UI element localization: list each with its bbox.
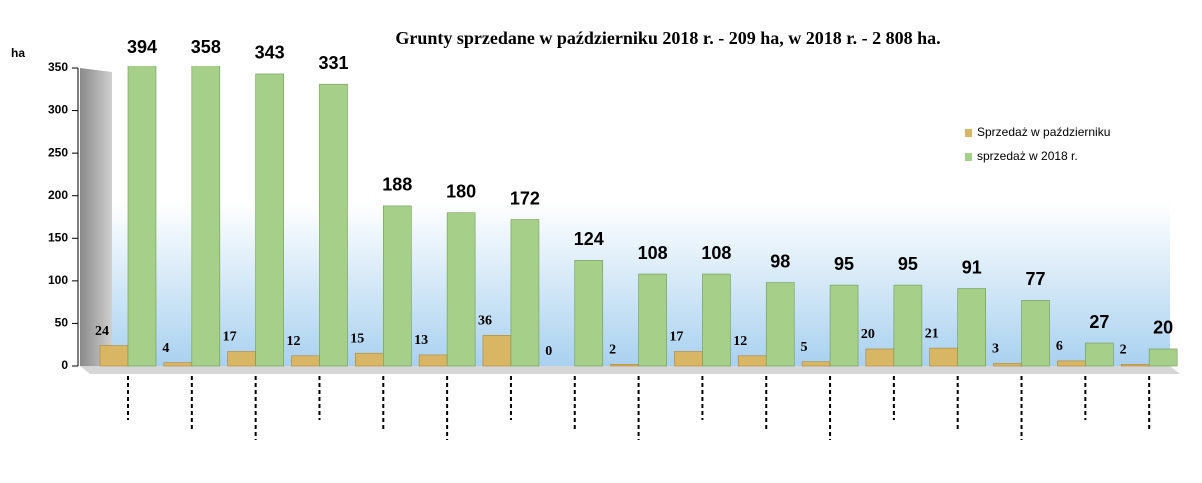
legend-label: Sprzedaż w październiku xyxy=(977,125,1110,139)
bar xyxy=(1057,360,1086,367)
y-tick-label: 350 xyxy=(48,60,68,74)
value-label: 20 xyxy=(1153,318,1173,338)
legend-swatch xyxy=(965,153,972,161)
bar xyxy=(829,284,859,367)
bar xyxy=(737,355,767,367)
value-label: 24 xyxy=(95,324,109,339)
value-label: 3 xyxy=(992,342,999,357)
bar xyxy=(127,66,157,367)
bar xyxy=(99,345,129,367)
value-label: 331 xyxy=(318,53,348,73)
bar xyxy=(291,355,320,367)
side-wall xyxy=(80,68,112,366)
value-label: 2 xyxy=(609,343,616,358)
bar xyxy=(418,354,448,367)
value-label: 172 xyxy=(510,188,540,208)
bar xyxy=(574,260,604,367)
y-tick-label: 300 xyxy=(48,103,68,117)
value-label: 98 xyxy=(770,251,790,271)
value-label: 5 xyxy=(801,340,808,355)
value-label: 91 xyxy=(962,257,982,277)
bar xyxy=(255,73,284,367)
bar xyxy=(446,212,476,367)
bar xyxy=(674,351,703,367)
value-label: 180 xyxy=(446,181,476,201)
y-tick-label: 250 xyxy=(48,145,68,159)
value-label: 358 xyxy=(191,37,221,57)
y-tick-label: 50 xyxy=(55,316,69,330)
value-label: 95 xyxy=(898,254,918,274)
chart-title: Grunty sprzedane w październiku 2018 r. … xyxy=(395,28,940,48)
value-label: 12 xyxy=(733,334,747,349)
value-label: 20 xyxy=(861,327,875,342)
y-axis-label: ha xyxy=(11,46,25,60)
plot-background xyxy=(85,68,1170,366)
bar xyxy=(319,83,348,367)
value-label: 343 xyxy=(255,43,285,63)
floor xyxy=(80,366,1180,374)
bar xyxy=(227,351,256,367)
bar xyxy=(1021,300,1050,367)
bar xyxy=(702,273,731,367)
bar xyxy=(638,273,667,367)
value-label: 36 xyxy=(478,314,492,329)
legend-label: sprzedaż w 2018 r. xyxy=(977,149,1078,163)
value-label: 0 xyxy=(545,344,552,359)
value-label: 108 xyxy=(701,243,731,263)
value-label: 13 xyxy=(414,333,428,348)
value-label: 77 xyxy=(1026,269,1046,289)
value-label: 394 xyxy=(127,37,157,57)
bar xyxy=(1085,342,1114,367)
value-label: 15 xyxy=(350,331,364,346)
bar xyxy=(382,205,412,367)
value-label: 21 xyxy=(925,326,939,341)
value-label: 6 xyxy=(1056,339,1063,354)
value-label: 2 xyxy=(1120,343,1127,358)
value-label: 95 xyxy=(834,254,854,274)
bar xyxy=(163,362,193,367)
value-label: 17 xyxy=(223,330,237,345)
value-label: 4 xyxy=(162,341,169,356)
bar xyxy=(957,288,987,367)
y-tick-label: 150 xyxy=(48,230,68,244)
legend-swatch xyxy=(965,129,972,137)
bar xyxy=(929,347,959,367)
y-tick-label: 0 xyxy=(61,358,68,372)
value-label: 108 xyxy=(638,243,668,263)
bar xyxy=(482,335,512,367)
y-tick-label: 200 xyxy=(48,188,68,202)
bars xyxy=(99,66,1178,367)
value-label: 17 xyxy=(669,330,683,345)
value-label: 12 xyxy=(286,334,300,349)
y-tick-label: 100 xyxy=(48,273,68,287)
bar xyxy=(1120,363,1150,367)
bar xyxy=(893,284,923,367)
bar xyxy=(610,363,639,367)
value-label: 188 xyxy=(382,175,412,195)
bar xyxy=(765,282,795,367)
bar xyxy=(354,352,384,367)
bar xyxy=(510,219,540,367)
value-label: 124 xyxy=(574,229,604,249)
bar xyxy=(1148,348,1178,367)
bar xyxy=(801,361,831,367)
bar xyxy=(865,348,895,367)
value-label: 27 xyxy=(1089,312,1109,332)
bar xyxy=(191,66,221,367)
bar xyxy=(993,363,1022,367)
